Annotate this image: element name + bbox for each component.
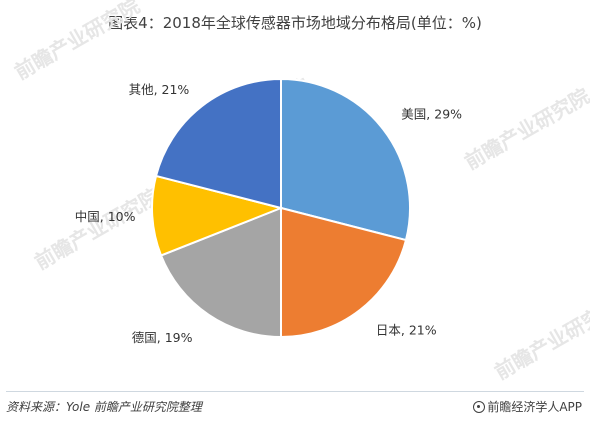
chart-title: 图表4：2018年全球传感器市场地域分布格局(单位：%) (108, 14, 482, 32)
pie-labels: 美国, 29% 日本, 21% 德国, 19% 中国, 10% 其他, 21% (75, 82, 462, 345)
at-icon (473, 400, 486, 413)
pie-slice-3 (159, 206, 282, 339)
data-label: 日本, 21% (376, 322, 437, 337)
brand-label: 前瞻经济学人APP (487, 400, 582, 414)
watermark-text: 前瞻产业研究院 (461, 84, 590, 175)
pie-slices (151, 77, 411, 339)
data-label: 其他, 21% (129, 82, 190, 97)
watermark-text: 前瞻产业研究院 (491, 294, 590, 385)
pie-slice-5 (154, 77, 282, 210)
watermark-text: 前瞻产业研究院 (11, 0, 144, 84)
watermark-text: 前瞻产业研究院 (31, 184, 164, 275)
pie-slice-4 (151, 174, 285, 257)
source-note: 资料来源：Yole 前瞻产业研究院整理 (6, 400, 202, 414)
pie-chart: 前瞻产业研究院 前瞻产业研究院 前瞻产业研究院 前瞻产业研究院 前瞻产业研究院 … (11, 0, 590, 385)
pie-slice-1 (280, 77, 411, 242)
data-label: 美国, 29% (401, 107, 462, 122)
data-label: 德国, 19% (132, 330, 193, 345)
data-label: 中国, 10% (75, 209, 136, 224)
footer-divider (6, 391, 584, 392)
pie-slice-2 (280, 206, 408, 339)
brand: 前瞻经济学人APP (473, 398, 582, 415)
